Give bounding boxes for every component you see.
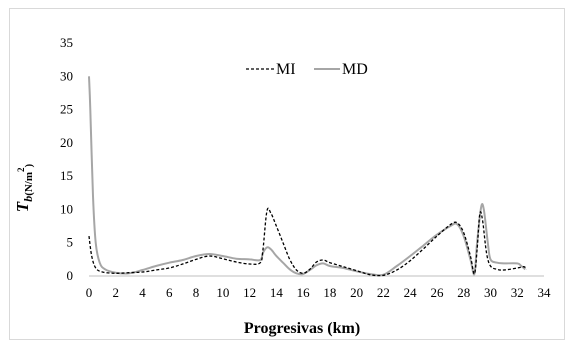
y-tick-label: 0 [67,268,74,283]
legend-label-md: MD [342,61,368,78]
x-tick-label: 32 [511,285,524,300]
x-tick-label: 10 [216,285,229,300]
x-tick-label: 22 [377,285,390,300]
x-tick-label: 28 [457,285,470,300]
y-tick-label: 5 [67,235,74,250]
y-axis-label: Tb(N/m2) [13,163,35,212]
x-tick-label: 24 [404,285,418,300]
x-tick-label: 4 [139,285,146,300]
y-tick-label: 20 [60,135,73,150]
series-line-mi [88,207,528,277]
x-tick-label: 16 [297,285,311,300]
x-tick-label: 14 [270,285,284,300]
x-tick-label: 18 [323,285,336,300]
x-tick-label: 12 [243,285,256,300]
x-axis-label: Progresivas (km) [244,320,360,337]
y-axis-label-close: ) [23,163,35,167]
x-tick-label: 2 [113,285,120,300]
y-tick-label: 25 [60,102,73,117]
x-tick-labels: 0 2 4 6 8 10 12 14 16 18 20 22 24 26 28 30 32 34 [86,285,551,300]
x-tick-label: 26 [430,285,444,300]
legend-label-mi: MI [276,61,296,78]
y-tick-label: 15 [60,168,73,183]
series-line-md [88,76,526,277]
y-axis-label-main: T [13,201,32,212]
chart-frame [9,8,565,340]
y-axis-label-unit: (N/m [23,172,35,196]
y-tick-label: 10 [60,201,73,216]
y-axis-label-sup: 2 [16,167,26,172]
legend: MI MD [246,61,368,78]
x-tick-label: 8 [193,285,200,300]
y-axis-label-sub: b [21,196,35,202]
y-tick-label: 35 [60,35,73,50]
series-layer [88,76,528,277]
x-tick-label: 30 [484,285,497,300]
x-tick-label: 20 [350,285,363,300]
x-tick-label: 34 [538,285,552,300]
x-tick-label: 0 [86,285,93,300]
y-tick-label: 30 [60,68,73,83]
x-tick-label: 6 [166,285,173,300]
y-tick-labels: 0 5 10 15 20 25 30 35 [60,35,73,283]
